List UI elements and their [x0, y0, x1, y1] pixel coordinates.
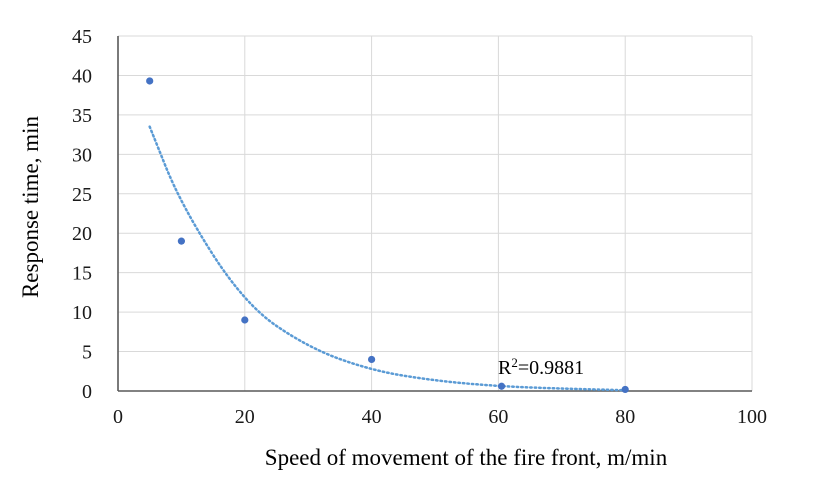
x-tick-label: 0	[113, 406, 123, 428]
data-points	[146, 77, 629, 394]
y-tick-label: 5	[82, 342, 92, 364]
r-squared-label: R2=0.9881	[498, 355, 584, 380]
y-tick-label: 35	[72, 105, 92, 127]
data-point	[146, 77, 154, 85]
trendline	[148, 125, 627, 392]
x-tick-label: 20	[235, 406, 255, 428]
y-tick-label: 40	[72, 65, 92, 87]
r-squared-value: =0.9881	[518, 357, 584, 379]
data-point	[177, 237, 185, 245]
x-tick-labels: 0 20 40 60 80 100	[113, 406, 767, 428]
x-tick-label: 40	[362, 406, 382, 428]
y-tick-label: 30	[72, 144, 92, 166]
y-tick-labels: 0 5 10 15 20 25 30 35 40 45	[72, 26, 92, 403]
y-tick-label: 15	[72, 263, 92, 285]
y-tick-label: 25	[72, 184, 92, 206]
y-tick-label: 10	[72, 302, 92, 324]
x-tick-label: 60	[488, 406, 508, 428]
x-tick-label: 80	[615, 406, 635, 428]
data-point	[497, 382, 506, 390]
axes	[117, 36, 752, 392]
y-tick-label: 0	[82, 381, 92, 403]
y-tick-label: 20	[72, 223, 92, 245]
y-axis-label: Response time, min	[18, 115, 43, 298]
y-tick-label: 45	[72, 26, 92, 48]
grid	[118, 35, 753, 391]
r-squared-sup: 2	[511, 355, 518, 370]
r-squared-base: R	[498, 357, 512, 379]
x-axis-label: Speed of movement of the fire front, m/m…	[265, 445, 668, 470]
data-point	[368, 355, 376, 364]
x-tick-label: 100	[737, 406, 767, 428]
data-point	[621, 385, 629, 394]
data-point	[241, 316, 249, 324]
